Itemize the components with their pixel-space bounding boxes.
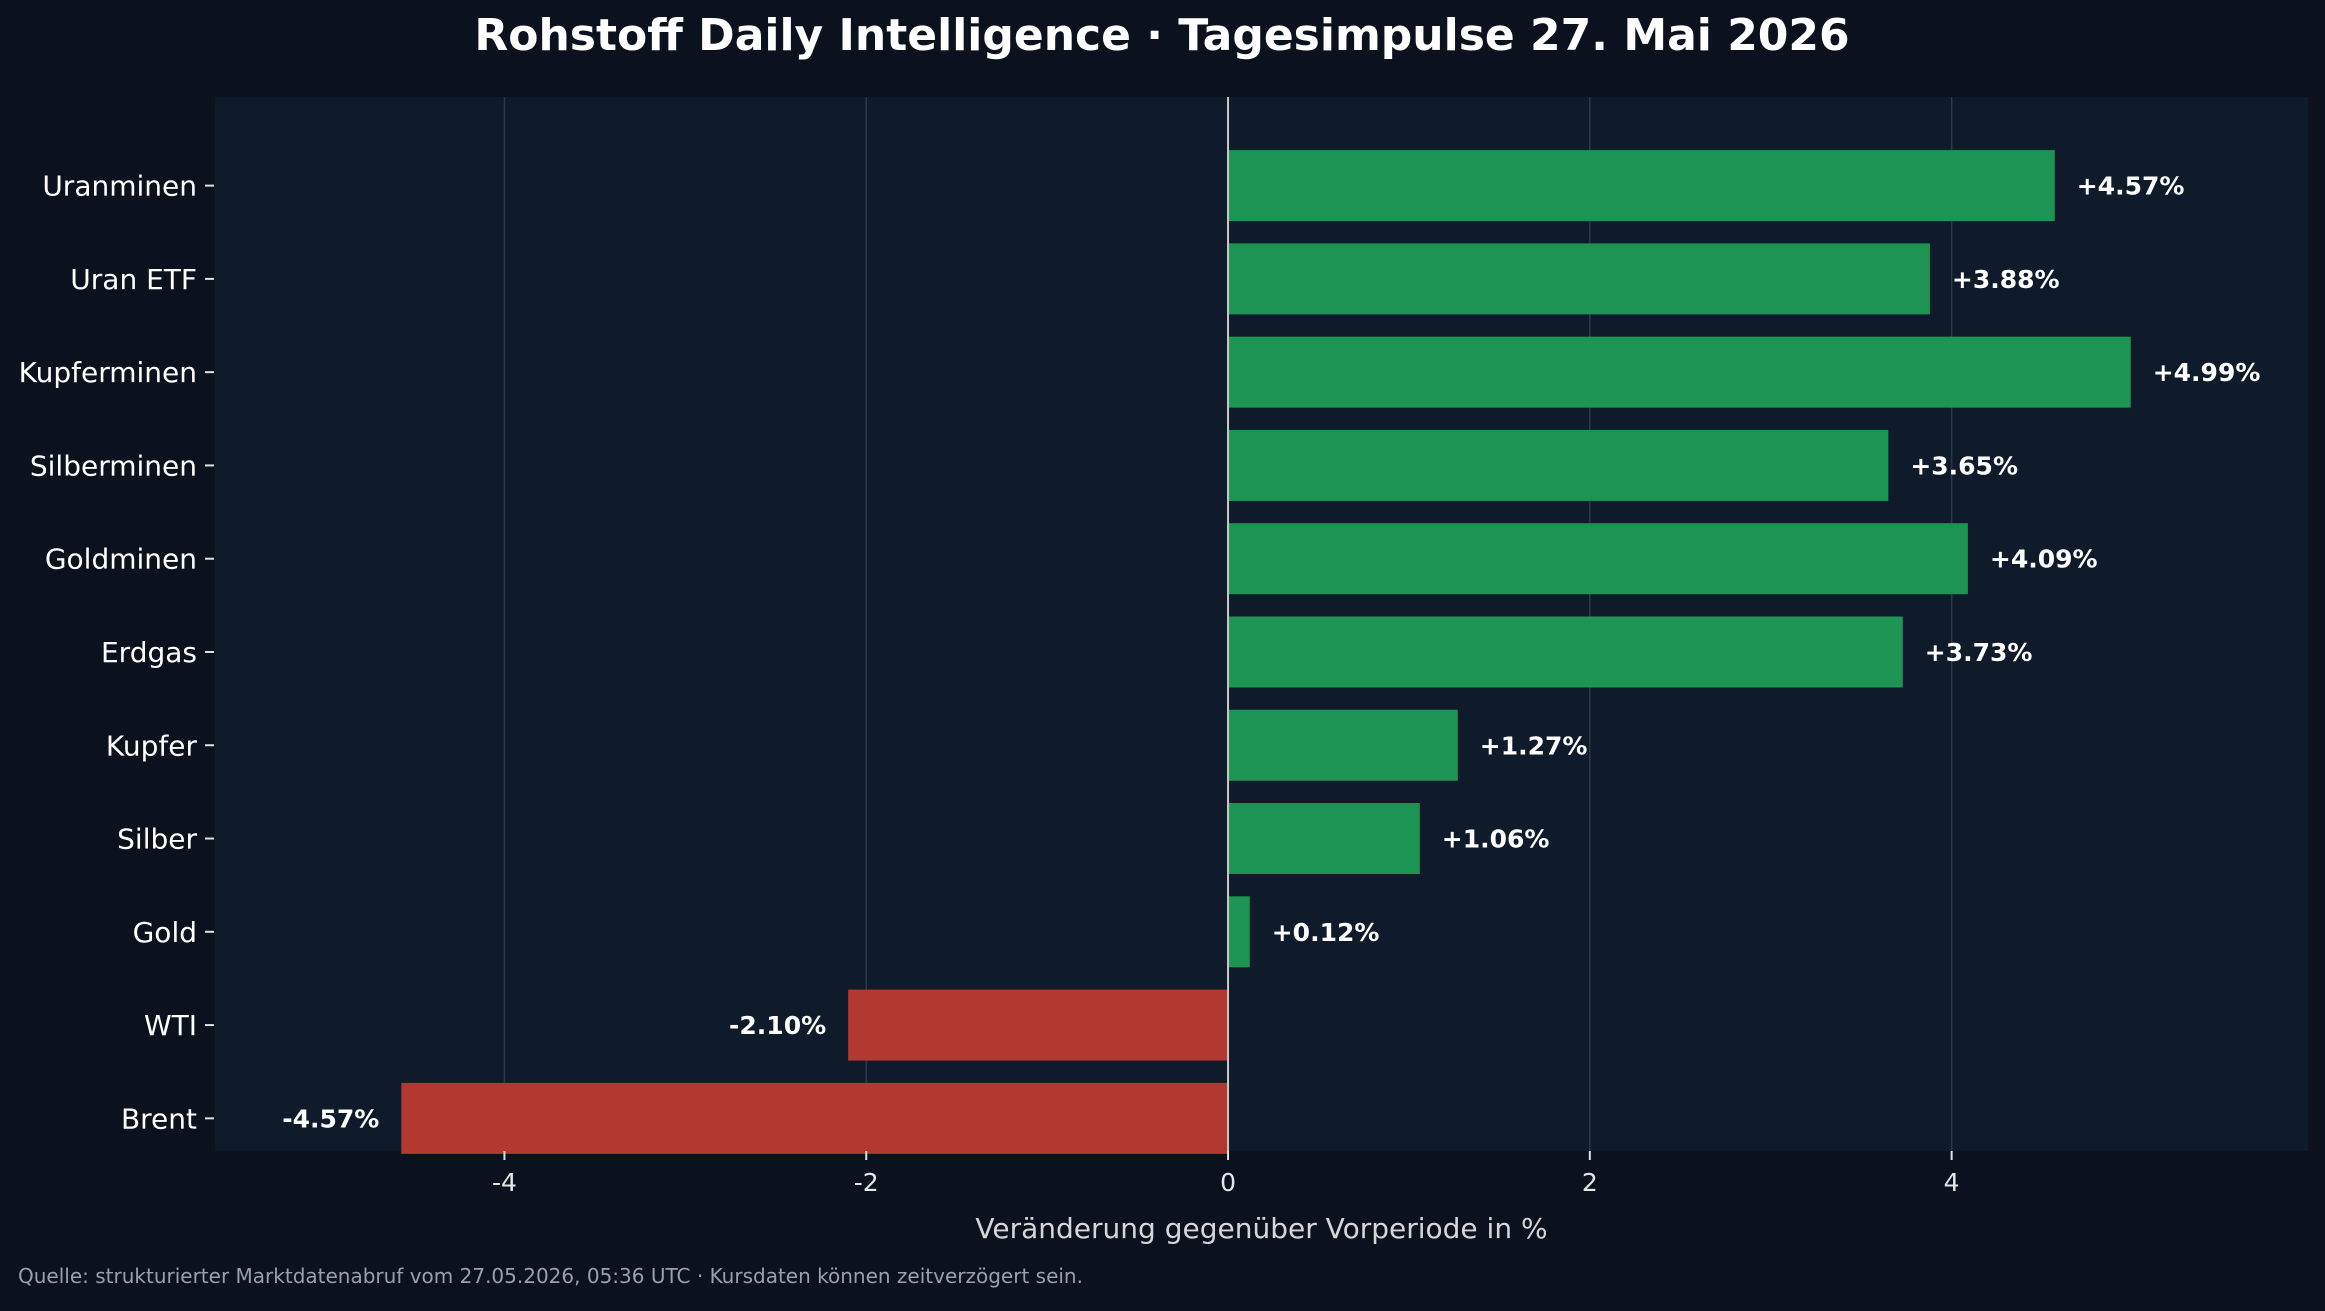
category-label: Gold [133,916,197,949]
value-label: +1.27% [1480,731,1588,760]
bar-silberminen [1228,429,1889,501]
category-label: Silberminen [30,449,197,482]
bar-erdgas [1228,616,1903,688]
x-tick-label: 0 [1220,1168,1236,1197]
x-tick-label: -2 [854,1168,879,1197]
value-label: +3.88% [1952,265,2060,294]
bar-silber [1228,803,1420,875]
category-label: Brent [121,1102,197,1135]
category-label: Uran ETF [70,263,197,296]
category-label: WTI [144,1009,197,1042]
bar-uran-etf [1228,243,1930,315]
bar-wti [848,989,1229,1061]
category-label: Erdgas [101,636,197,669]
value-label: +4.57% [2077,172,2185,201]
chart-title: Rohstoff Daily Intelligence · Tagesimpul… [474,10,1849,61]
bar-kupferminen [1228,336,2131,408]
category-label: Kupfer [106,729,198,762]
value-label: +3.73% [1925,638,2033,667]
value-label: +1.06% [1442,825,1550,854]
x-tick-label: -4 [492,1168,517,1197]
value-label: +3.65% [1910,451,2018,480]
value-label: +4.99% [2153,358,2261,387]
value-label: +0.12% [1272,918,1380,947]
bar-goldminen [1228,523,1968,595]
category-label: Kupferminen [19,356,197,389]
bar-gold [1228,896,1250,968]
category-label: Silber [117,823,197,856]
source-note: Quelle: strukturierter Marktdatenabruf v… [18,1264,1083,1288]
x-axis-label: Veränderung gegenüber Vorperiode in % [975,1212,1547,1245]
x-tick-label: 4 [1944,1168,1960,1197]
value-label: -2.10% [729,1011,826,1040]
x-tick-label: 2 [1582,1168,1598,1197]
bar-kupfer [1228,709,1458,781]
bar-brent [401,1082,1229,1154]
value-label: -4.57% [282,1104,379,1133]
value-label: +4.09% [1990,545,2098,574]
category-label: Goldminen [45,543,197,576]
category-label: Uranminen [42,170,197,203]
bar-uranminen [1228,150,2055,222]
